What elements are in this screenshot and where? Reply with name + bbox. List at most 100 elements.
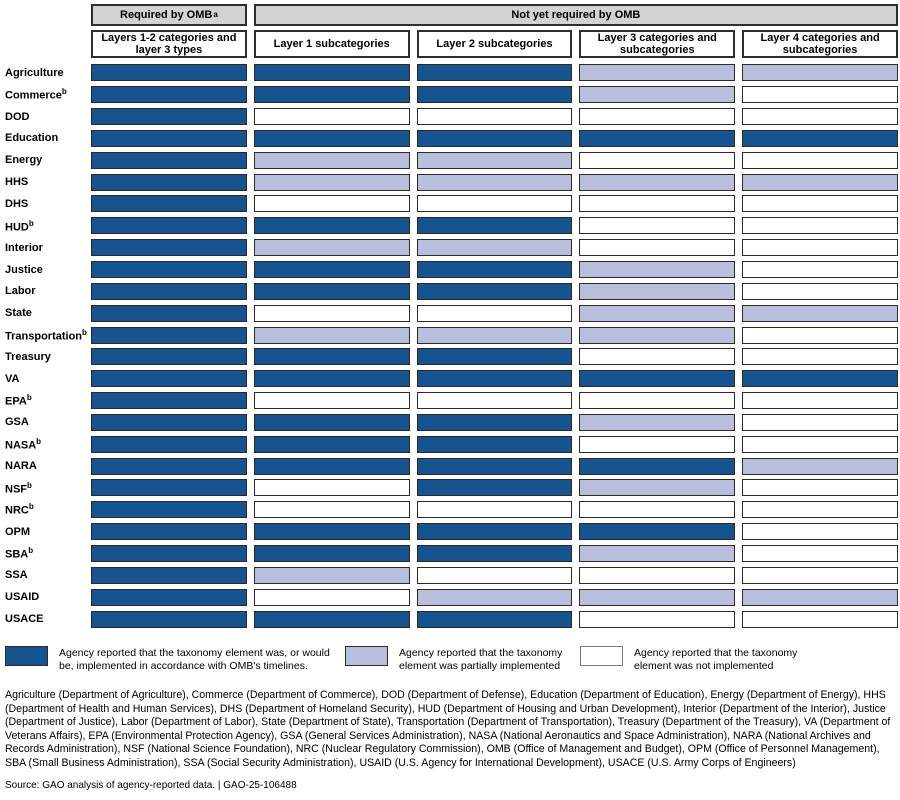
status-cell-not_implemented	[416, 304, 573, 322]
status-cell-implemented	[416, 261, 573, 279]
status-cell-implemented	[253, 261, 410, 279]
status-cell-partial	[579, 86, 736, 104]
status-cell-not_implemented	[579, 435, 736, 453]
legend-text-not-implemented: Agency reported that the taxonomy elemen…	[634, 646, 798, 673]
status-cell-implemented	[91, 261, 247, 279]
status-cell-not_implemented	[253, 195, 410, 213]
agency-label: GSA	[5, 416, 29, 429]
status-cell-implemented	[416, 544, 573, 562]
status-cell-partial	[579, 479, 736, 497]
status-cell-implemented	[91, 435, 247, 453]
agency-label: NARA	[5, 460, 37, 473]
status-cell-partial	[579, 588, 736, 606]
status-cell-partial	[742, 64, 898, 82]
agency-label: VA	[5, 372, 20, 385]
table-row: NASAb	[0, 433, 898, 455]
table-row: Labor	[0, 280, 898, 302]
partially-implemented-swatch	[345, 645, 388, 666]
status-cell-implemented	[91, 64, 247, 82]
status-cell-partial	[742, 457, 898, 475]
status-cell-not_implemented	[579, 392, 736, 410]
agency-label: DOD	[5, 110, 30, 123]
table-row: Energy	[0, 149, 898, 171]
status-cell-implemented	[416, 129, 573, 147]
agency-label: Interior	[5, 241, 43, 254]
header-not-required-label: Not yet required by OMB	[511, 9, 641, 21]
table-row: NSFb	[0, 477, 898, 499]
status-cell-not_implemented	[579, 501, 736, 519]
status-cell-partial	[253, 566, 410, 584]
status-cell-not_implemented	[742, 435, 898, 453]
status-cell-not_implemented	[742, 195, 898, 213]
status-cell-not_implemented	[742, 566, 898, 584]
status-cell-implemented	[416, 282, 573, 300]
status-cell-partial	[253, 326, 410, 344]
status-cell-partial	[416, 588, 573, 606]
status-cell-not_implemented	[253, 304, 410, 322]
status-cell-implemented	[579, 457, 736, 475]
agency-label: SSA	[5, 569, 28, 582]
status-cell-partial	[416, 326, 573, 344]
status-cell-implemented	[91, 173, 247, 191]
table-row: Justice	[0, 259, 898, 281]
status-cell-implemented	[253, 544, 410, 562]
status-cell-not_implemented	[579, 239, 736, 257]
status-cell-partial	[253, 239, 410, 257]
agency-label: NRCb	[5, 502, 34, 518]
status-cell-implemented	[91, 108, 247, 126]
footnote-marker-b: b	[61, 87, 67, 97]
status-cell-not_implemented	[416, 501, 573, 519]
status-cell-implemented	[91, 195, 247, 213]
table-row: HUDb	[0, 215, 898, 237]
status-cell-implemented	[416, 523, 573, 541]
status-cell-not_implemented	[253, 108, 410, 126]
status-cell-implemented	[416, 64, 573, 82]
status-cell-partial	[579, 304, 736, 322]
header-not-yet-required-by-omb: Not yet required by OMB	[253, 4, 898, 26]
legend-item-not-implemented: Agency reported that the taxonomy elemen…	[580, 645, 895, 674]
agency-label: Treasury	[5, 350, 51, 363]
table-row: SSA	[0, 564, 898, 586]
legend-item-implemented: Agency reported that the taxonomy elemen…	[5, 645, 345, 674]
status-cell-implemented	[253, 457, 410, 475]
column-header-layer-2-subcategories: Layer 2 subcategories	[416, 30, 573, 58]
status-cell-not_implemented	[742, 86, 898, 104]
status-cell-partial	[416, 239, 573, 257]
source-line: Source: GAO analysis of agency-reported …	[5, 779, 297, 791]
status-cell-implemented	[253, 413, 410, 431]
status-cell-not_implemented	[253, 392, 410, 410]
footnote-marker-b: b	[28, 218, 34, 228]
status-cell-not_implemented	[253, 588, 410, 606]
header-group-row: Required by OMB a Not yet required by OMB	[0, 4, 898, 26]
footnote-marker-b: b	[27, 480, 32, 490]
status-cell-partial	[253, 151, 410, 169]
agency-label: Labor	[5, 285, 36, 298]
status-cell-partial	[742, 173, 898, 191]
status-cell-not_implemented	[742, 108, 898, 126]
footnote-marker-b: b	[28, 502, 34, 512]
status-cell-not_implemented	[579, 566, 736, 584]
status-cell-implemented	[416, 86, 573, 104]
column-header-layers-1-2: Layers 1-2 categories and layer 3 types	[91, 30, 247, 58]
legend-text-partial: Agency reported that the taxonomy elemen…	[399, 646, 563, 673]
agency-label: NSFb	[5, 480, 32, 496]
status-cell-implemented	[91, 326, 247, 344]
status-cell-implemented	[579, 370, 736, 388]
status-cell-not_implemented	[742, 326, 898, 344]
status-cell-implemented	[253, 523, 410, 541]
column-header-layer-1-subcategories: Layer 1 subcategories	[253, 30, 410, 58]
legend-text-implemented: Agency reported that the taxonomy elemen…	[59, 646, 330, 673]
table-row: Transportationb	[0, 324, 898, 346]
status-cell-partial	[579, 64, 736, 82]
status-cell-implemented	[91, 370, 247, 388]
status-cell-not_implemented	[579, 217, 736, 235]
table-row: State	[0, 302, 898, 324]
status-cell-implemented	[416, 348, 573, 366]
status-cell-partial	[579, 413, 736, 431]
agency-status-matrix: Agriculture Commerceb DOD Education Energy HH…	[0, 62, 900, 630]
status-cell-not_implemented	[742, 217, 898, 235]
column-header-row: Layers 1-2 categories and layer 3 types …	[0, 30, 898, 58]
status-cell-implemented	[579, 523, 736, 541]
table-row: HHS	[0, 171, 898, 193]
